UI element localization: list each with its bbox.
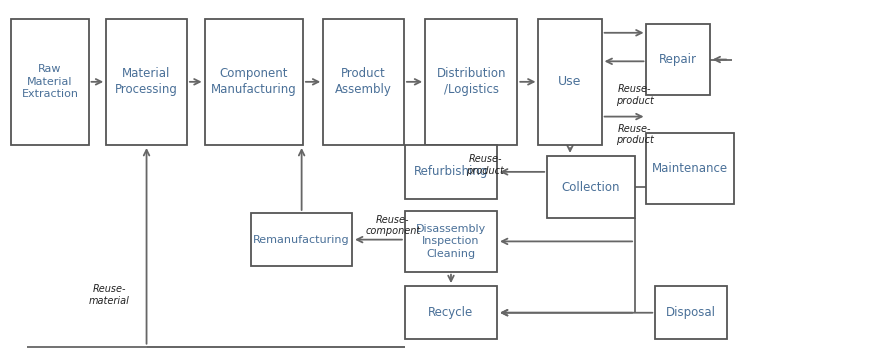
Text: Remanufacturing: Remanufacturing <box>253 234 350 245</box>
FancyBboxPatch shape <box>405 286 497 339</box>
Text: Collection: Collection <box>561 180 620 194</box>
Text: Raw
Material
Extraction: Raw Material Extraction <box>21 64 78 99</box>
Text: Distribution
/Logistics: Distribution /Logistics <box>436 67 506 96</box>
FancyBboxPatch shape <box>405 145 497 199</box>
Text: Maintenance: Maintenance <box>652 162 729 175</box>
Text: Material
Processing: Material Processing <box>115 67 178 96</box>
FancyBboxPatch shape <box>425 19 517 145</box>
Text: Reuse-
product: Reuse- product <box>616 124 654 145</box>
Text: Reuse-
material: Reuse- material <box>89 284 129 306</box>
FancyBboxPatch shape <box>547 156 635 218</box>
Text: Reuse-
product: Reuse- product <box>466 154 504 175</box>
Text: Reuse-
component: Reuse- component <box>365 214 421 236</box>
FancyBboxPatch shape <box>204 19 303 145</box>
FancyBboxPatch shape <box>656 286 727 339</box>
FancyBboxPatch shape <box>323 19 404 145</box>
FancyBboxPatch shape <box>106 19 187 145</box>
FancyBboxPatch shape <box>405 211 497 272</box>
Text: Refurbishing: Refurbishing <box>414 165 488 178</box>
FancyBboxPatch shape <box>251 213 352 266</box>
Text: Use: Use <box>558 75 582 88</box>
FancyBboxPatch shape <box>647 24 710 95</box>
Text: Disposal: Disposal <box>666 306 716 319</box>
Text: Recycle: Recycle <box>429 306 473 319</box>
FancyBboxPatch shape <box>11 19 89 145</box>
FancyBboxPatch shape <box>539 19 602 145</box>
Text: Disassembly
Inspection
Cleaning: Disassembly Inspection Cleaning <box>416 224 486 259</box>
Text: Product
Assembly: Product Assembly <box>335 67 392 96</box>
Text: Component
Manufacturing: Component Manufacturing <box>211 67 297 96</box>
Text: Reuse-
product: Reuse- product <box>616 84 654 106</box>
Text: Repair: Repair <box>659 53 697 66</box>
FancyBboxPatch shape <box>647 133 734 204</box>
